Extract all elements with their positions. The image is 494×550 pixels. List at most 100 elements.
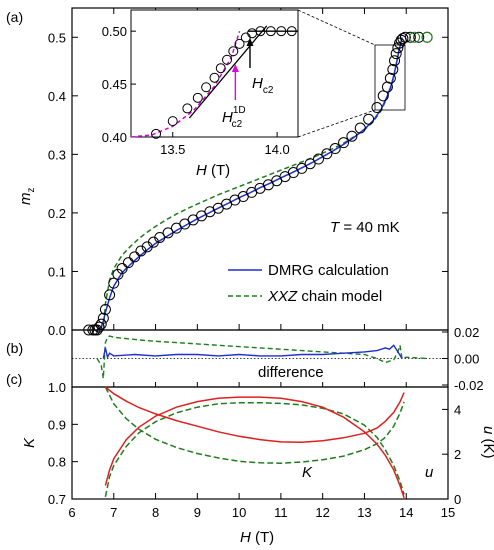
panel-c-plot-area bbox=[104, 386, 405, 499]
data-point bbox=[404, 31, 416, 43]
data-point bbox=[154, 231, 166, 243]
series-xxz-line bbox=[102, 37, 403, 331]
inset-data-point bbox=[276, 26, 287, 37]
temperature-annotation: T = 40 mK bbox=[330, 219, 400, 236]
data-point bbox=[354, 122, 366, 134]
data-point bbox=[363, 113, 375, 125]
a-ytick-label-3: 0.3 bbox=[48, 147, 66, 162]
panel-c-label: (c) bbox=[6, 371, 22, 387]
x-tick-label-7: 13 bbox=[357, 505, 371, 520]
panel-a: (a) 0.0 0.1 0.2 0.3 0.4 0.5 mz T = 40 mK DMRG… bbox=[6, 7, 449, 338]
c-ytick-right-label-0: 0 bbox=[454, 492, 461, 507]
series-dmrg-line bbox=[96, 37, 403, 331]
b-series-xxz bbox=[96, 335, 428, 379]
inset-data-point bbox=[222, 54, 233, 65]
panel-b: (b) 0.02 0.00 -0.02 difference bbox=[6, 325, 484, 393]
data-point bbox=[312, 153, 324, 165]
x-tick-label-9: 15 bbox=[441, 505, 455, 520]
panel-a-plot-area bbox=[83, 31, 433, 336]
x-tick-label-3: 9 bbox=[194, 505, 201, 520]
inset-data-point bbox=[192, 92, 203, 103]
data-point bbox=[390, 48, 402, 60]
inset-ytick-label-2: 0.50 bbox=[102, 24, 127, 39]
a-ytick-label-5: 0.5 bbox=[48, 30, 66, 45]
inset-ticks: 0.40 0.45 0.50 13.5 14.0 bbox=[102, 24, 290, 157]
panel-b-label: (b) bbox=[6, 340, 23, 356]
data-point bbox=[392, 42, 404, 54]
inset-data-point bbox=[286, 26, 297, 37]
data-point bbox=[108, 277, 120, 289]
x-tick-label-4: 10 bbox=[232, 505, 246, 520]
inset-ytick-label-0: 0.40 bbox=[102, 130, 127, 145]
c-K-dmrg-line bbox=[104, 386, 405, 444]
hc2-1d-label: H1D c2 bbox=[222, 105, 246, 130]
x-tick-label-6: 12 bbox=[315, 505, 329, 520]
inset-xtick-label-1: 14.0 bbox=[264, 142, 289, 157]
a-ytick-label-2: 0.2 bbox=[48, 206, 66, 221]
data-point bbox=[371, 102, 383, 114]
data-point bbox=[129, 251, 141, 263]
data-point bbox=[387, 63, 399, 75]
legend-dmrg-label: DMRG calculation bbox=[268, 262, 389, 279]
xxz-end-marker bbox=[421, 31, 433, 43]
inset-data-point bbox=[167, 116, 178, 127]
inset-data-point bbox=[201, 82, 212, 93]
inset-ytick-label-1: 0.45 bbox=[102, 77, 127, 92]
inset-data-point bbox=[234, 38, 245, 49]
a-ytick-label-4: 0.4 bbox=[48, 89, 66, 104]
inset-xtick-label-0: 13.5 bbox=[160, 142, 185, 157]
data-point bbox=[296, 162, 308, 174]
zoom-connector-top bbox=[297, 9, 376, 46]
data-point bbox=[95, 318, 107, 330]
data-point bbox=[99, 304, 111, 316]
data-point bbox=[162, 227, 174, 239]
curve-label-K: K bbox=[302, 464, 313, 481]
panel-a-y-label: mz bbox=[17, 188, 37, 206]
data-point bbox=[93, 321, 105, 333]
data-point bbox=[116, 263, 128, 275]
inset-plot-area bbox=[130, 25, 298, 139]
legend-xxz-label: XXZ chain model bbox=[267, 288, 382, 305]
x-tick-label-5: 11 bbox=[274, 505, 288, 520]
panel-c-y-label-left: K bbox=[21, 437, 38, 448]
x-axis-label: H (T) bbox=[240, 529, 274, 546]
a-ytick-label-0: 0.0 bbox=[48, 323, 66, 338]
x-tick-label-1: 7 bbox=[110, 505, 117, 520]
c-ytick-left-label-1: 0.8 bbox=[48, 455, 66, 470]
panel-c: (c) 0.7 0.8 0.9 1.0 0 2 4 6 7 8 9 10 11 12 13 14 15 K u … bbox=[6, 371, 494, 546]
data-point bbox=[97, 312, 109, 324]
x-tick-label-8: 14 bbox=[399, 505, 413, 520]
inset-data-point bbox=[215, 63, 226, 74]
data-point bbox=[389, 55, 401, 67]
inset-tangent-line bbox=[188, 25, 268, 119]
curve-label-u: u bbox=[425, 464, 434, 481]
inset-data-point bbox=[209, 72, 220, 83]
inset-data-point bbox=[151, 128, 162, 139]
b-series-dmrg bbox=[102, 344, 403, 360]
data-point bbox=[104, 289, 116, 301]
panel-c-ticks: 0.7 0.8 0.9 1.0 0 2 4 6 7 8 9 10 11 12 13 14 15 bbox=[48, 380, 461, 520]
inset-data-point bbox=[228, 46, 239, 57]
c-ytick-left-label-0: 0.7 bbox=[48, 492, 66, 507]
b-ytick-label-1: 0.00 bbox=[454, 352, 479, 367]
c-u-dmrg-line bbox=[104, 396, 405, 499]
b-ytick-label-0: 0.02 bbox=[454, 325, 479, 340]
data-point bbox=[329, 143, 341, 155]
data-point bbox=[122, 257, 134, 269]
hc2-arrow-head bbox=[246, 38, 254, 46]
data-point bbox=[135, 245, 147, 257]
inset: 0.40 0.45 0.50 13.5 14.0 H (T) Hc2 H1D c2 bbox=[102, 9, 299, 179]
x-tick-label-0: 6 bbox=[68, 505, 75, 520]
b-ytick-label-2: -0.02 bbox=[454, 378, 484, 393]
c-ytick-right-label-2: 4 bbox=[454, 402, 461, 417]
inset-data-point bbox=[265, 26, 276, 37]
data-point bbox=[399, 31, 411, 43]
panel-b-y-ticks: 0.02 0.00 -0.02 bbox=[71, 325, 484, 393]
xxz-end-marker bbox=[409, 31, 421, 43]
panel-b-plot-area bbox=[72, 335, 448, 379]
panel-c-frame bbox=[71, 386, 449, 500]
data-point bbox=[377, 90, 389, 102]
inset-data-point bbox=[182, 103, 193, 114]
panel-a-label: (a) bbox=[6, 9, 23, 25]
